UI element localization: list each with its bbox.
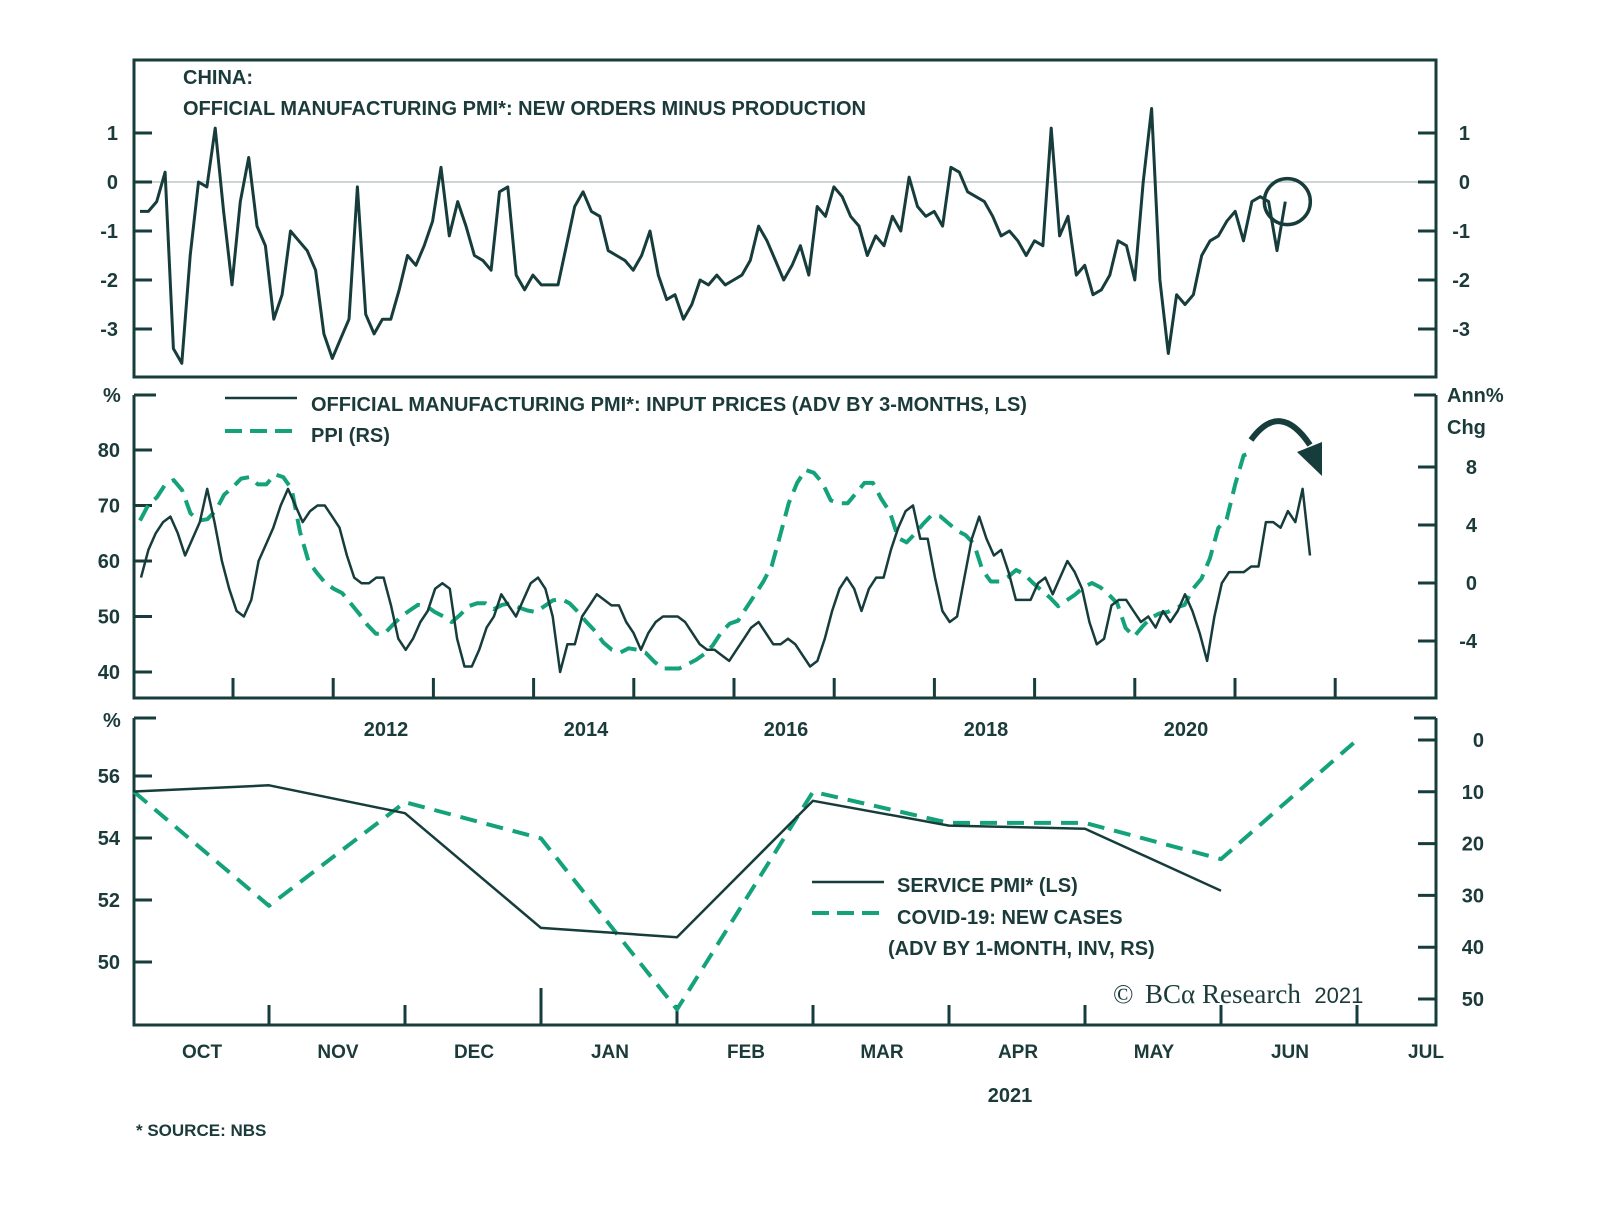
y-tick-label-right: 40: [1462, 937, 1484, 959]
top-panel: CHINA: OFFICIAL MANUFACTURING PMI*: NEW …: [100, 58, 1470, 379]
x-tick-label: NOV: [317, 1042, 359, 1063]
x-tick-label: JUN: [1271, 1042, 1309, 1063]
arrow-head-icon: [1297, 442, 1322, 476]
footnote-source: * SOURCE: NBS: [136, 1121, 266, 1140]
x-tick-label: OCT: [182, 1042, 223, 1063]
legend-label-ppi: PPI (RS): [311, 425, 390, 447]
title-line-2: OFFICIAL MANUFACTURING PMI*: NEW ORDERS …: [183, 98, 866, 120]
legend-label-input-prices: OFFICIAL MANUFACTURING PMI*: INPUT PRICE…: [311, 394, 1027, 416]
y-tick-label-right: 10: [1462, 782, 1484, 804]
y-tick-label-left: 50: [98, 952, 120, 974]
legend-label-service-pmi: SERVICE PMI* (LS): [897, 875, 1078, 897]
x-tick-label: 2018: [964, 719, 1009, 741]
y-tick-label-left: 50: [98, 607, 120, 629]
y-tick-label-left: -1: [100, 221, 118, 243]
x-tick-label: MAR: [860, 1042, 904, 1063]
legend-label-covid: COVID-19: NEW CASES: [897, 907, 1123, 929]
y-tick-label-left: 60: [98, 551, 120, 573]
y-tick-label-left: -3: [100, 319, 118, 341]
copyright-symbol: ©: [1113, 979, 1134, 1009]
y-tick-label-right: 1: [1459, 123, 1470, 145]
bottom-x-axis-year: 2021: [988, 1085, 1033, 1107]
y-tick-label-left: 70: [98, 496, 120, 518]
middle-right-axis-unit-2: Chg: [1447, 417, 1486, 439]
y-tick-label-right: 30: [1462, 885, 1484, 907]
x-tick-label: 2014: [564, 719, 609, 741]
x-tick-label: APR: [998, 1042, 1038, 1063]
series-new-orders-minus-production: [140, 107, 1287, 365]
bottom-panel: % 56 54 52 50 0 10 20 30 40 50 OCT NOV DEC JAN FEB MAR A…: [98, 710, 1484, 1107]
series-input-prices: [139, 487, 1312, 674]
copyright-year: 2021: [1314, 983, 1363, 1008]
x-tick-label: DEC: [454, 1042, 494, 1063]
y-tick-label-right: -1: [1452, 221, 1470, 243]
y-tick-label-right: -3: [1452, 319, 1470, 341]
y-tick-label-left: 52: [98, 890, 120, 912]
y-tick-label-left: 54: [98, 828, 121, 850]
x-tick-label: FEB: [727, 1042, 765, 1063]
y-tick-label-right: 0: [1459, 172, 1470, 194]
series-covid-new-cases: [132, 738, 1359, 1012]
top-panel-frame: [132, 58, 1438, 379]
title-line-1: CHINA:: [183, 67, 253, 89]
y-tick-label-left: 80: [98, 440, 120, 462]
bottom-left-axis-unit: %: [103, 710, 121, 732]
y-tick-label-left: 56: [98, 766, 120, 788]
middle-right-axis-unit-1: Ann%: [1447, 385, 1504, 407]
highlight-circle-annotation: [1262, 176, 1313, 227]
x-tick-label: 2012: [364, 719, 409, 741]
middle-left-axis-unit: %: [103, 385, 121, 407]
y-tick-label-left: 0: [107, 172, 118, 194]
arrow-arc: [1248, 418, 1313, 447]
series-ppi: [138, 450, 1253, 671]
y-tick-label-right: 0: [1466, 573, 1477, 595]
curved-arrow-annotation: [1248, 418, 1322, 476]
middle-panel-frame: [132, 395, 1438, 700]
y-tick-label-right: 20: [1462, 834, 1484, 856]
x-tick-label: JUL: [1408, 1042, 1444, 1063]
y-tick-label-right: 50: [1462, 989, 1484, 1011]
x-tick-label: 2016: [764, 719, 809, 741]
y-tick-label-right: -4: [1459, 631, 1478, 653]
copyright-brand: BCα Research: [1145, 979, 1301, 1009]
legend-label-covid-2: (ADV BY 1-MONTH, INV, RS): [888, 938, 1155, 960]
middle-panel: % Ann% Chg OFFICIAL MANUFACTURING PMI*: …: [98, 375, 1504, 741]
y-tick-label-right: 4: [1466, 515, 1478, 537]
copyright: © BCα Research 2021: [1113, 979, 1363, 1009]
series-service-pmi: [133, 784, 1222, 939]
x-tick-label: JAN: [591, 1042, 629, 1063]
y-tick-label-left: -2: [100, 270, 118, 292]
y-tick-label-left: 40: [98, 662, 120, 684]
x-tick-label: 2020: [1164, 719, 1209, 741]
bottom-panel-frame: [132, 718, 1438, 1027]
y-tick-label-right: 0: [1473, 730, 1484, 752]
x-tick-label: MAY: [1134, 1042, 1175, 1063]
y-tick-label-right: 8: [1466, 457, 1477, 479]
y-tick-label-right: -2: [1452, 270, 1470, 292]
y-tick-label-left: 1: [107, 123, 118, 145]
